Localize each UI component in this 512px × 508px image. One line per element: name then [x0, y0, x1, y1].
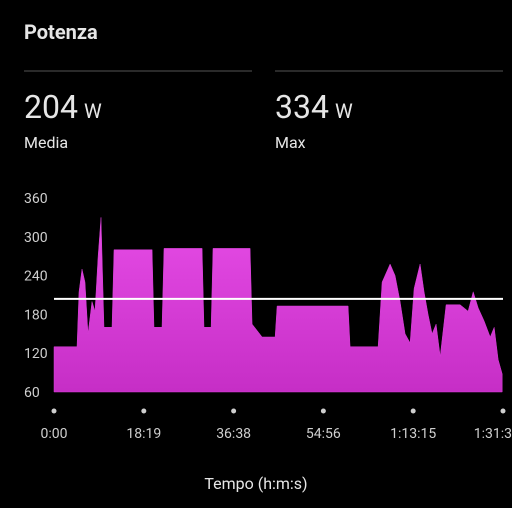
power-area [53, 217, 503, 393]
x-tick-label: 36:38 [216, 426, 251, 442]
x-tick-dot [500, 408, 506, 414]
x-tick-dot [410, 408, 416, 414]
y-tick-label: 60 [24, 385, 40, 401]
y-tick-label: 180 [24, 307, 48, 323]
x-tick-dot [51, 408, 57, 414]
stat-value: 334 W [275, 88, 353, 126]
y-tick-label: 240 [24, 269, 48, 285]
stat-number: 334 [275, 88, 329, 126]
stat-number: 204 [24, 88, 78, 126]
x-tick-label: 1:31:3 [474, 426, 512, 442]
x-tick-label: 54:56 [306, 426, 341, 442]
y-tick-label: 360 [24, 191, 48, 207]
stat-label: Max [275, 133, 306, 152]
y-tick-label: 120 [24, 346, 48, 362]
stat-label: Media [24, 133, 68, 152]
x-tick-label: 0:00 [41, 426, 68, 442]
stat-unit: W [335, 99, 353, 123]
chart-title: Potenza [24, 20, 98, 44]
x-tick-dot [231, 408, 237, 414]
x-axis-title: Tempo (h:m:s) [204, 474, 307, 493]
x-tick-label: 18:19 [126, 426, 161, 442]
y-tick-label: 300 [24, 230, 48, 246]
stat-unit: W [84, 99, 102, 123]
stat-value: 204 W [24, 88, 102, 126]
x-tick-dot [141, 408, 147, 414]
x-tick-label: 1:13:15 [390, 426, 436, 442]
x-tick-dot [320, 408, 326, 414]
